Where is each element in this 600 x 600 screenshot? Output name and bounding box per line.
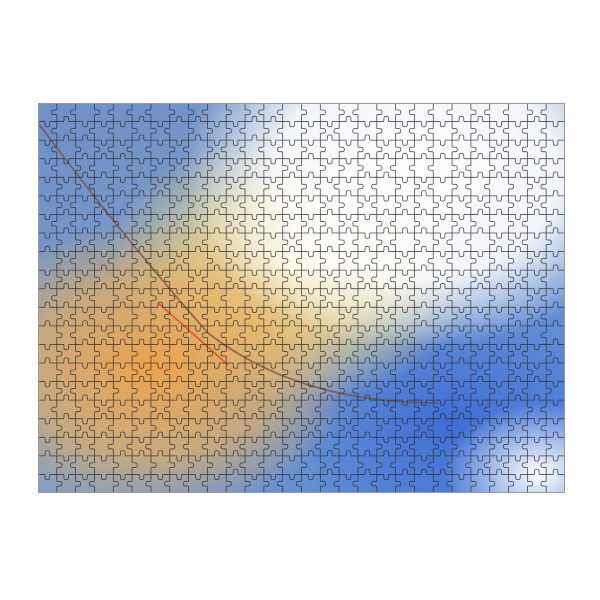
feather-streak: [38, 122, 439, 404]
piece-cut-lines: [38, 103, 565, 493]
feather-streak-red: [157, 302, 229, 366]
puzzle-piece-outlines: [38, 103, 565, 493]
white-glow-corner: [38, 103, 565, 493]
puzzle-border: [38, 103, 565, 493]
jigsaw-puzzle-image: [38, 103, 565, 493]
